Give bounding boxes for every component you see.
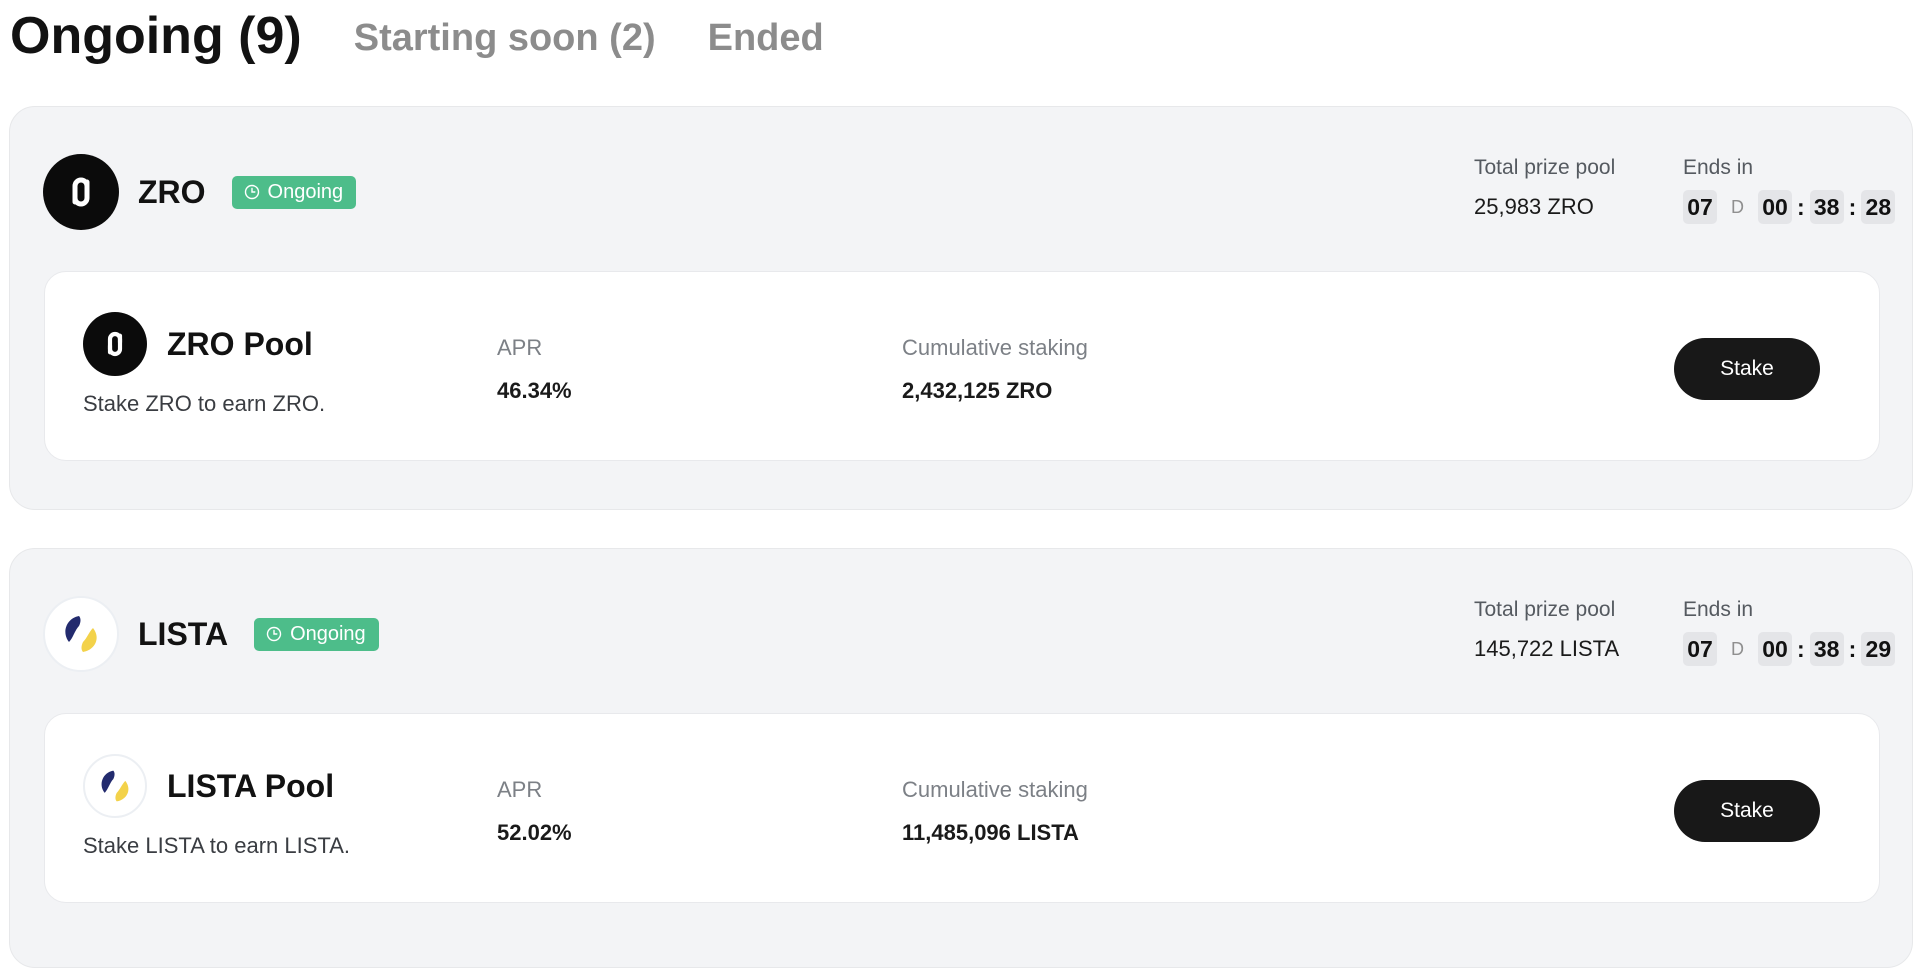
- pool-name: LISTA Pool: [167, 767, 335, 804]
- countdown-separator: :: [1848, 193, 1857, 220]
- cumulative-staking-stat: Cumulative staking 11,485,096 LISTA: [902, 779, 1088, 844]
- prize-pool-label: Total prize pool: [1474, 156, 1616, 179]
- pool-name: ZRO Pool: [167, 325, 313, 362]
- clock-icon: [244, 184, 259, 200]
- countdown-separator: :: [1848, 635, 1857, 662]
- apr-value: 46.34%: [497, 378, 572, 403]
- pool-card-lista: LISTA Pool Stake LISTA to earn LISTA. AP…: [44, 713, 1880, 903]
- countdown-hours: 00: [1758, 190, 1792, 224]
- prize-pool: Total prize pool 145,722 LISTA: [1474, 599, 1619, 660]
- status-badge: Ongoing: [254, 617, 379, 651]
- pool-header: ZRO Pool: [83, 312, 313, 376]
- status-badge-label: Ongoing: [290, 622, 366, 645]
- prize-pool-value: 25,983 ZRO: [1474, 194, 1594, 219]
- cumulative-staking-value: 11,485,096 LISTA: [902, 820, 1079, 845]
- countdown-separator: :: [1797, 193, 1805, 220]
- apr-label: APR: [497, 335, 543, 360]
- clock-icon: [266, 626, 282, 642]
- apr-value: 52.02%: [497, 820, 572, 845]
- apr-stat: APR 46.34%: [497, 337, 572, 402]
- countdown: 07 D 00 : 38 : 28: [1683, 190, 1896, 224]
- project-card-zro: ZRO Ongoing Total prize pool 25,983 ZRO …: [9, 106, 1913, 510]
- pool-description: Stake LISTA to earn LISTA.: [83, 833, 350, 858]
- countdown-days-unit: D: [1731, 638, 1744, 659]
- countdown-days-unit: D: [1731, 196, 1744, 217]
- lista-logo-icon: [83, 754, 147, 818]
- project-header: LISTA Ongoing: [43, 596, 379, 672]
- tab-ongoing[interactable]: Ongoing (9): [10, 7, 302, 65]
- ends-in: Ends in 07 D 00 : 38 : 29: [1683, 598, 1896, 666]
- countdown-days: 07: [1683, 632, 1717, 666]
- countdown-hours: 00: [1758, 632, 1792, 666]
- project-card-lista: LISTA Ongoing Total prize pool 145,722 L…: [9, 548, 1913, 968]
- stake-button[interactable]: Stake: [1674, 338, 1820, 400]
- pool-card-zro: ZRO Pool Stake ZRO to earn ZRO. APR 46.3…: [44, 271, 1880, 461]
- layerzero-logo-icon: [83, 312, 147, 376]
- cumulative-staking-label: Cumulative staking: [902, 777, 1088, 802]
- countdown-minutes: 38: [1809, 632, 1844, 666]
- project-name: LISTA: [138, 615, 229, 652]
- cumulative-staking-stat: Cumulative staking 2,432,125 ZRO: [902, 337, 1088, 402]
- project-header: ZRO Ongoing: [43, 154, 357, 230]
- tab-ended[interactable]: Ended: [707, 17, 824, 59]
- ends-in-label: Ends in: [1683, 156, 1754, 179]
- countdown-days: 07: [1683, 190, 1717, 224]
- stake-button[interactable]: Stake: [1674, 780, 1820, 842]
- prize-pool-label: Total prize pool: [1474, 598, 1616, 621]
- tab-starting-soon[interactable]: Starting soon (2): [353, 17, 656, 59]
- prize-pool-value: 145,722 LISTA: [1474, 636, 1620, 661]
- ends-in-label: Ends in: [1683, 598, 1754, 621]
- cumulative-staking-value: 2,432,125 ZRO: [902, 378, 1053, 403]
- apr-stat: APR 52.02%: [497, 779, 572, 844]
- layerzero-logo-icon: [43, 154, 119, 230]
- prize-pool: Total prize pool 25,983 ZRO: [1474, 157, 1615, 218]
- countdown-separator: :: [1797, 635, 1805, 662]
- countdown: 07 D 00 : 38 : 29: [1683, 632, 1896, 666]
- pool-header: LISTA Pool: [83, 754, 334, 818]
- lista-logo-icon: [43, 596, 119, 672]
- status-badge-label: Ongoing: [267, 180, 344, 203]
- apr-label: APR: [497, 777, 543, 802]
- status-tabs: Ongoing (9) Starting soon (2) Ended: [10, 0, 824, 80]
- countdown-seconds: 29: [1861, 632, 1896, 666]
- countdown-minutes: 38: [1809, 190, 1844, 224]
- ends-in: Ends in 07 D 00 : 38 : 28: [1683, 156, 1896, 224]
- project-name: ZRO: [138, 173, 206, 210]
- cumulative-staking-label: Cumulative staking: [902, 335, 1088, 360]
- pool-description: Stake ZRO to earn ZRO.: [83, 391, 326, 416]
- status-badge: Ongoing: [231, 175, 357, 209]
- countdown-seconds: 28: [1861, 190, 1896, 224]
